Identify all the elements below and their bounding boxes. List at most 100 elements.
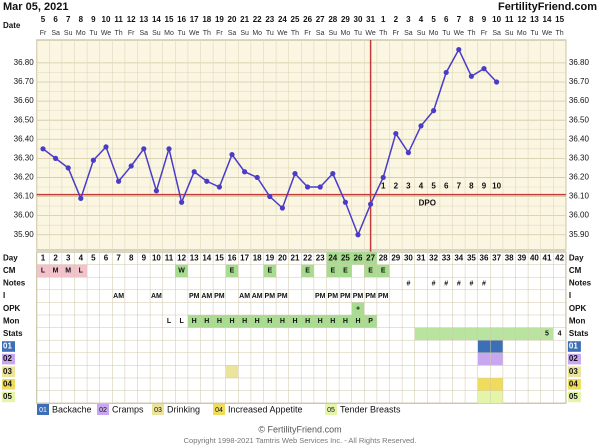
weekday: Tu	[530, 30, 538, 37]
y-tick-label: 36.10	[14, 192, 35, 201]
temperature-point	[216, 184, 222, 190]
cell-text: #	[482, 280, 486, 287]
row-label: Mon	[3, 316, 20, 325]
temperature-point	[179, 199, 185, 205]
weekday: Fr	[40, 30, 47, 37]
date: 7	[457, 15, 462, 24]
cell-fill	[339, 264, 352, 278]
row-label: Notes	[3, 279, 26, 288]
day-number: 20	[278, 253, 287, 262]
weekday: Th	[291, 30, 299, 37]
legend-code: 05	[327, 407, 335, 414]
day-number: 6	[104, 253, 109, 262]
date: 31	[366, 15, 375, 24]
cell-text: H	[343, 318, 348, 325]
legend-code: 03	[154, 407, 162, 414]
weekday: Fr	[481, 30, 488, 37]
y-tick-label: 36.00	[14, 211, 35, 220]
y-tick-label: 36.60	[14, 96, 35, 105]
dpo-number: 7	[457, 182, 462, 191]
row-label-right: 02	[569, 354, 578, 363]
cell-text: W	[178, 268, 185, 275]
date: 13	[530, 15, 539, 24]
row-label: 01	[3, 342, 12, 351]
cell-fill	[376, 264, 390, 278]
dpo-label: DPO	[419, 199, 436, 208]
day-number: 25	[341, 253, 350, 262]
day-number: 9	[142, 253, 147, 262]
weekday: Mo	[341, 30, 351, 37]
row-label-box	[2, 391, 15, 403]
cell-fill	[477, 352, 491, 366]
legend-swatch	[213, 404, 225, 415]
cell-fill	[452, 327, 466, 341]
day-number: 39	[517, 253, 526, 262]
date: 5	[41, 15, 46, 24]
cell-fill	[301, 315, 314, 328]
date: 9	[482, 15, 487, 24]
row-label-box	[2, 341, 15, 352]
weekday: Th	[467, 30, 475, 37]
cell-fill	[263, 315, 277, 328]
weekday: We	[189, 30, 199, 37]
temperature-point	[292, 171, 298, 177]
row-label: I	[3, 291, 5, 300]
day-number: 32	[429, 253, 438, 262]
y-tick-label-right: 36.40	[569, 134, 590, 143]
date: 22	[253, 15, 262, 24]
date: 4	[419, 15, 424, 24]
row-label: 03	[3, 367, 12, 376]
cell-text: PM	[378, 293, 389, 300]
legend-swatch	[325, 404, 337, 415]
weekday: Th	[115, 30, 123, 37]
cell-fill	[263, 264, 277, 278]
temperature-point	[53, 155, 59, 161]
cell-fill	[339, 315, 352, 328]
y-tick-label-right: 36.50	[569, 115, 590, 124]
weekday: Fr	[128, 30, 135, 37]
cell-text: #	[469, 280, 473, 287]
dpo-number: 4	[419, 182, 424, 191]
y-tick-label: 36.30	[14, 153, 35, 162]
cell-fill	[49, 264, 62, 278]
cell-text: H	[204, 318, 209, 325]
cell-text: H	[217, 318, 222, 325]
y-tick-label: 36.50	[14, 115, 35, 124]
temperature-point	[468, 73, 474, 79]
weekday: Fr	[304, 30, 311, 37]
row-label-box	[2, 379, 15, 390]
y-tick-label-right: 36.10	[569, 192, 590, 201]
temperature-point	[128, 163, 134, 169]
temperature-point	[317, 184, 323, 190]
temperature-point	[40, 146, 46, 152]
row-label-box	[2, 366, 15, 377]
cell-fill	[477, 390, 491, 404]
date: 16	[177, 15, 186, 24]
cell-text: H	[292, 318, 297, 325]
row-label-right: 01	[569, 342, 578, 351]
day-number: 26	[354, 253, 363, 262]
day-number: 38	[505, 253, 514, 262]
cell-text: AM	[252, 293, 263, 300]
dpo-number: 3	[406, 182, 411, 191]
day-label-right: Day	[569, 253, 584, 262]
day-number: 27	[366, 253, 375, 262]
cell-text: E	[267, 268, 272, 275]
day-number: 35	[467, 253, 476, 262]
cell-text: E	[230, 268, 235, 275]
weekday: Tu	[354, 30, 362, 37]
day-number: 10	[152, 253, 161, 262]
weekday: Su	[240, 30, 249, 37]
y-tick-label: 35.90	[14, 230, 35, 239]
weekday: Mo	[252, 30, 262, 37]
weekday: Sa	[492, 30, 501, 37]
row-label: 02	[3, 354, 12, 363]
date: 2	[394, 15, 399, 24]
date: 13	[139, 15, 148, 24]
day-number: 42	[555, 253, 564, 262]
legend-swatch	[37, 404, 49, 415]
weekday: Sa	[228, 30, 237, 37]
weekday: Su	[417, 30, 426, 37]
day-number: 3	[66, 253, 71, 262]
cell-text: M	[65, 268, 71, 275]
